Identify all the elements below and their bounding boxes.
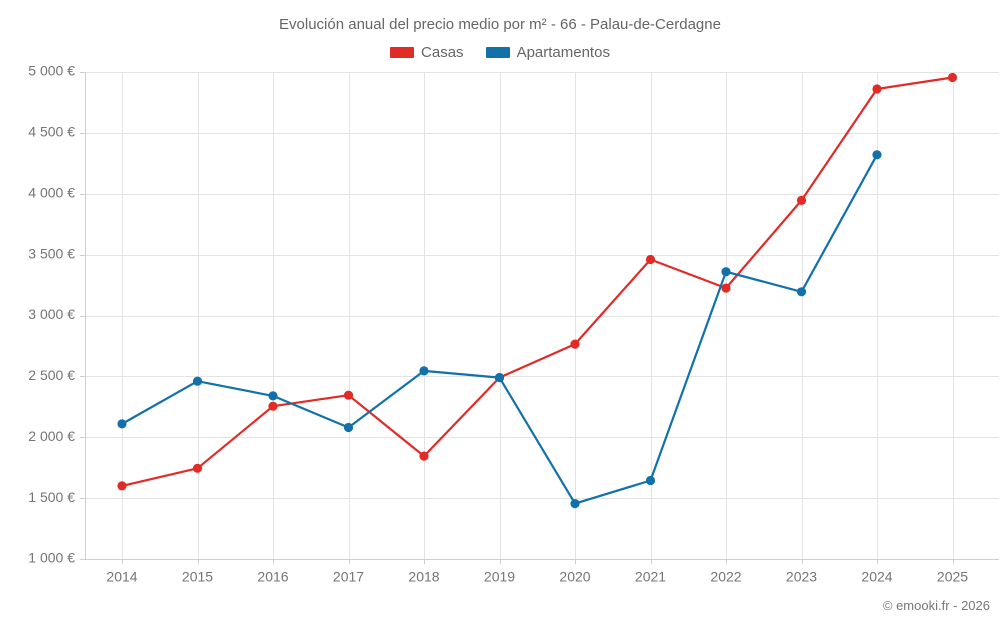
x-axis-tick-label: 2018 [408,568,439,584]
data-point-casas[interactable] [796,195,807,205]
data-point-apartamentos[interactable] [796,287,807,297]
x-axis-tick-label: 2025 [937,568,968,584]
data-point-apartamentos[interactable] [645,475,656,486]
chart-legend: Casas Apartamentos [0,44,1000,61]
y-axis-tick-label: 4 000 € [28,184,75,200]
x-axis-tick-label: 2022 [710,568,741,584]
x-axis-tick-label: 2015 [182,568,213,584]
series-line-casas [120,76,954,487]
data-point-apartamentos[interactable] [343,422,354,433]
y-axis-tick-label: 1 500 € [28,489,75,505]
legend-item-casas[interactable]: Casas [390,44,464,61]
y-axis-tick-label: 2 500 € [28,367,75,383]
data-point-apartamentos[interactable] [192,376,203,386]
y-axis-tick-label: 4 500 € [28,124,75,140]
x-axis-tick-labels: 2014 2015 2016 2017 2018 2019 2020 2021 2022 2023… [106,568,968,584]
data-point-apartamentos[interactable] [419,366,429,376]
data-point-casas[interactable] [721,283,731,293]
data-series-group [117,72,958,509]
data-point-casas[interactable] [419,451,429,461]
x-axis-tick-label: 2024 [861,568,892,584]
legend-swatch-icon-casas [390,47,415,58]
legend-label-apartamentos: Apartamentos [516,44,610,61]
data-point-casas[interactable] [570,339,580,349]
data-point-casas[interactable] [117,481,127,491]
data-point-casas[interactable] [872,84,882,94]
x-axis-tick-label: 2019 [484,568,515,584]
chart-title: Evolución anual del precio medio por m² … [279,16,721,33]
x-axis-tick-label: 2014 [106,568,137,584]
data-point-apartamentos[interactable] [570,499,580,509]
data-point-apartamentos[interactable] [872,150,882,160]
series-line-apartamentos [120,153,879,505]
x-axis-tick-label: 2016 [257,568,288,584]
data-point-casas[interactable] [343,390,354,400]
gridlines-group [85,72,999,560]
data-point-apartamentos[interactable] [117,419,127,429]
data-point-casas[interactable] [645,254,656,265]
credit-label: © emooki.fr - 2026 [882,598,990,613]
x-axis-tick-label: 2023 [786,568,817,584]
data-point-apartamentos[interactable] [721,267,731,277]
y-axis-tick-label: 2 000 € [28,428,75,444]
data-point-casas[interactable] [947,72,958,83]
x-axis-tick-label: 2020 [559,568,590,584]
legend-swatch-icon-apartamentos [485,47,510,58]
y-axis-tick-label: 3 000 € [28,306,75,322]
y-axis-tick-label: 3 500 € [28,245,75,261]
x-axis-tick-label: 2021 [635,568,666,584]
legend-item-apartamentos[interactable]: Apartamentos [485,44,610,61]
data-point-apartamentos[interactable] [494,373,505,383]
y-axis-tick-label: 5 000 € [28,63,75,79]
y-axis-tick-labels: 1 000 € 1 500 € 2 000 € 2 500 € 3 000 € 3 500… [28,63,75,566]
data-point-casas[interactable] [268,401,278,411]
axis-group [80,72,999,564]
data-point-casas[interactable] [192,463,203,473]
data-point-apartamentos[interactable] [268,391,278,401]
x-axis-tick-label: 2017 [333,568,364,584]
legend-label-casas: Casas [421,44,464,61]
y-axis-tick-label: 1 000 € [28,550,75,566]
